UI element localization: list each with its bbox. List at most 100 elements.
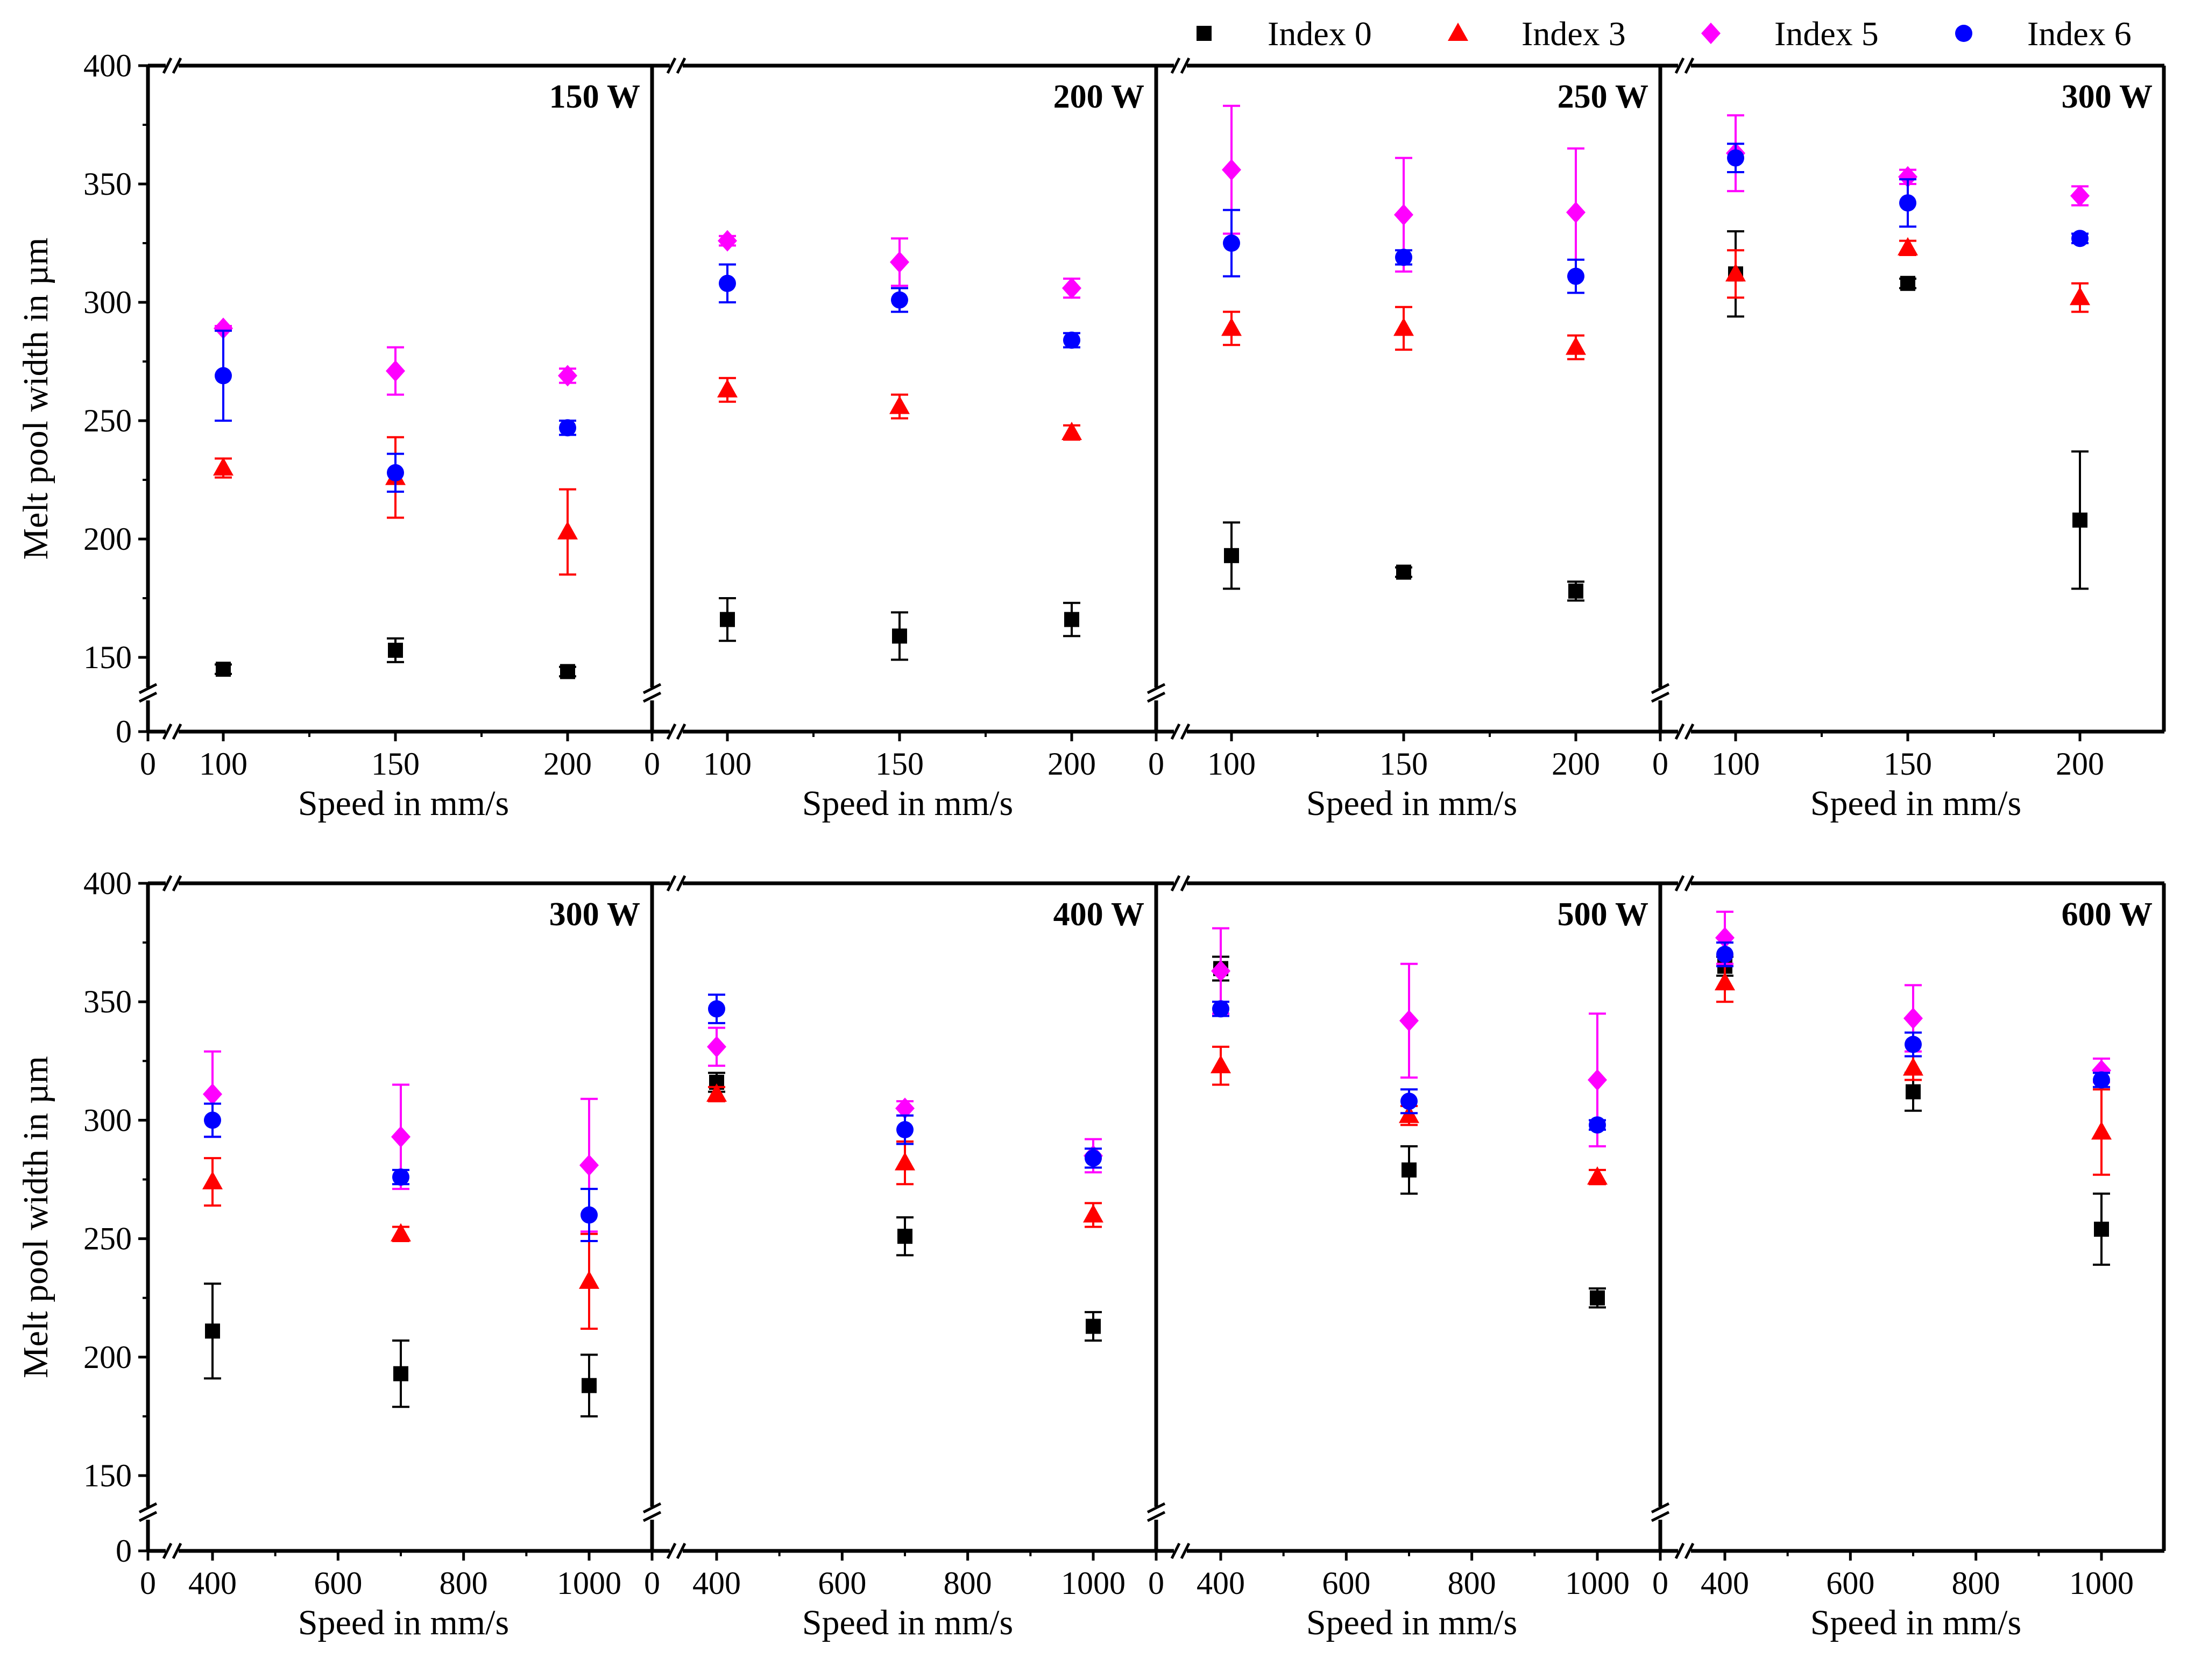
panel-title: 500 W bbox=[1558, 896, 1648, 933]
legend-label: Index 0 bbox=[1268, 15, 1372, 53]
x-tick-label: 800 bbox=[1952, 1565, 2000, 1601]
legend-item-index-5: Index 5 bbox=[1701, 15, 1879, 53]
y-tick-label: 400 bbox=[83, 48, 132, 83]
x-tick-label: 800 bbox=[944, 1565, 992, 1601]
axis-break-mark bbox=[138, 691, 158, 703]
series-index-0 bbox=[708, 1072, 1102, 1342]
data-point-index-5 bbox=[1903, 1008, 1923, 1030]
data-point-index-3 bbox=[1083, 1204, 1103, 1223]
y-tick-label: 0 bbox=[116, 1533, 132, 1569]
series-index-6 bbox=[708, 993, 1102, 1169]
data-point-index-3 bbox=[1903, 1057, 1923, 1076]
axis-break-mark bbox=[1170, 723, 1181, 740]
x-axis: 0 400 600 800 1000 Speed in mm/s bbox=[1148, 1551, 1630, 1642]
data-point-index-0 bbox=[2072, 512, 2087, 528]
axis-break-mark bbox=[1651, 1511, 1670, 1522]
axis-break-mark bbox=[1674, 875, 1685, 892]
data-point-index-5 bbox=[1399, 1010, 1419, 1032]
data-point-index-3 bbox=[1393, 317, 1414, 336]
series-index-6 bbox=[719, 263, 1080, 349]
data-point-index-6 bbox=[215, 367, 232, 385]
axis-break-mark bbox=[1180, 723, 1191, 740]
x-tick-label: 600 bbox=[1322, 1565, 1370, 1601]
y-tick-label: 250 bbox=[83, 1221, 132, 1257]
x-tick-label: 1000 bbox=[557, 1565, 621, 1601]
data-point-index-6 bbox=[581, 1206, 598, 1224]
data-point-index-5 bbox=[895, 1097, 915, 1119]
axis-break-mark bbox=[138, 1502, 158, 1514]
data-point-index-6 bbox=[387, 464, 404, 481]
x-tick-label: 0 bbox=[140, 746, 156, 782]
data-point-index-3 bbox=[889, 395, 910, 414]
data-point-index-3 bbox=[1587, 1166, 1608, 1185]
data-point-index-6 bbox=[1589, 1116, 1606, 1134]
panels: 0 150 200 250 300 350 400 Melt pool width in µm… bbox=[16, 48, 2166, 1642]
data-point-index-6 bbox=[1063, 331, 1080, 349]
data-point-index-3 bbox=[557, 521, 578, 540]
y-tick-label: 400 bbox=[83, 866, 132, 901]
data-point-index-0 bbox=[1064, 612, 1079, 627]
series-index-0 bbox=[719, 597, 1080, 661]
x-axis: 0 100 150 200 Speed in mm/s bbox=[1652, 732, 2104, 823]
y-tick-label: 350 bbox=[83, 984, 132, 1019]
data-point-index-5 bbox=[2070, 185, 2090, 207]
data-point-index-0 bbox=[892, 628, 907, 644]
x-tick-label: 100 bbox=[1711, 746, 1760, 782]
data-point-index-6 bbox=[1212, 1000, 1229, 1018]
legend-item-index-0: Index 0 bbox=[1197, 15, 1372, 53]
data-point-index-5 bbox=[203, 1083, 222, 1105]
data-point-index-0 bbox=[720, 612, 735, 627]
axis-break-mark bbox=[676, 1542, 686, 1560]
series-index-5 bbox=[203, 1050, 599, 1233]
x-axis-title: Speed in mm/s bbox=[802, 784, 1013, 823]
data-point-index-0 bbox=[1568, 583, 1583, 599]
data-point-index-6 bbox=[1567, 267, 1584, 285]
y-axis-title: Melt pool width in µm bbox=[16, 237, 55, 559]
axis-break-mark bbox=[666, 1542, 677, 1560]
x-tick-label: 0 bbox=[1652, 746, 1668, 782]
axis-break-mark bbox=[1146, 1502, 1166, 1514]
x-tick-label: 100 bbox=[703, 746, 752, 782]
data-point-index-0 bbox=[205, 1323, 220, 1339]
axis-break-mark bbox=[172, 57, 182, 74]
series-index-5 bbox=[214, 317, 577, 396]
axis-break-mark bbox=[666, 723, 677, 740]
axis-break-mark bbox=[1651, 1502, 1670, 1514]
panel-title: 600 W bbox=[2062, 896, 2153, 933]
x-tick-label: 800 bbox=[1448, 1565, 1496, 1601]
series-index-6 bbox=[1212, 1000, 1606, 1134]
data-point-index-5 bbox=[214, 317, 233, 339]
x-tick-label: 150 bbox=[875, 746, 924, 782]
x-axis-title: Speed in mm/s bbox=[298, 784, 509, 823]
data-point-index-0 bbox=[1906, 1084, 1921, 1100]
data-point-index-5 bbox=[391, 1126, 410, 1148]
y-tick-label: 300 bbox=[83, 285, 132, 320]
legend-item-index-6: Index 6 bbox=[1955, 15, 2132, 53]
panel-title: 300 W bbox=[2062, 79, 2153, 115]
data-point-index-0 bbox=[1590, 1290, 1605, 1306]
data-point-index-5 bbox=[1566, 201, 1586, 223]
legend-label: Index 5 bbox=[1774, 15, 1879, 53]
x-tick-label: 800 bbox=[440, 1565, 488, 1601]
panel-title: 200 W bbox=[1053, 79, 1144, 115]
series-index-0 bbox=[204, 1282, 598, 1417]
data-point-index-6 bbox=[204, 1111, 221, 1129]
series-index-3 bbox=[202, 1157, 599, 1330]
data-point-index-3 bbox=[2091, 1121, 2112, 1140]
series-index-6 bbox=[1223, 209, 1584, 294]
y-tick-label: 350 bbox=[83, 166, 132, 202]
x-axis: 0 400 600 800 1000 Speed in mm/s bbox=[644, 1551, 1126, 1642]
data-point-index-3 bbox=[1566, 336, 1586, 355]
x-tick-label: 400 bbox=[1701, 1565, 1749, 1601]
axis-break-mark bbox=[1674, 57, 1685, 74]
data-point-index-0 bbox=[582, 1378, 597, 1393]
legend-label: Index 3 bbox=[1521, 15, 1626, 53]
series-index-0 bbox=[215, 637, 576, 679]
panel-title: 250 W bbox=[1558, 79, 1648, 115]
data-point-index-6 bbox=[2093, 1071, 2110, 1089]
axis-break-mark bbox=[162, 723, 173, 740]
data-point-index-3 bbox=[1898, 237, 1918, 256]
panel-600-w-bottom: 0 400 600 800 1000 Speed in mm/s 600 W bbox=[1651, 875, 2166, 1642]
data-point-index-3 bbox=[1221, 317, 1242, 336]
panel-200-w-top: 0 100 150 200 Speed in mm/s 200 W bbox=[642, 57, 1156, 823]
